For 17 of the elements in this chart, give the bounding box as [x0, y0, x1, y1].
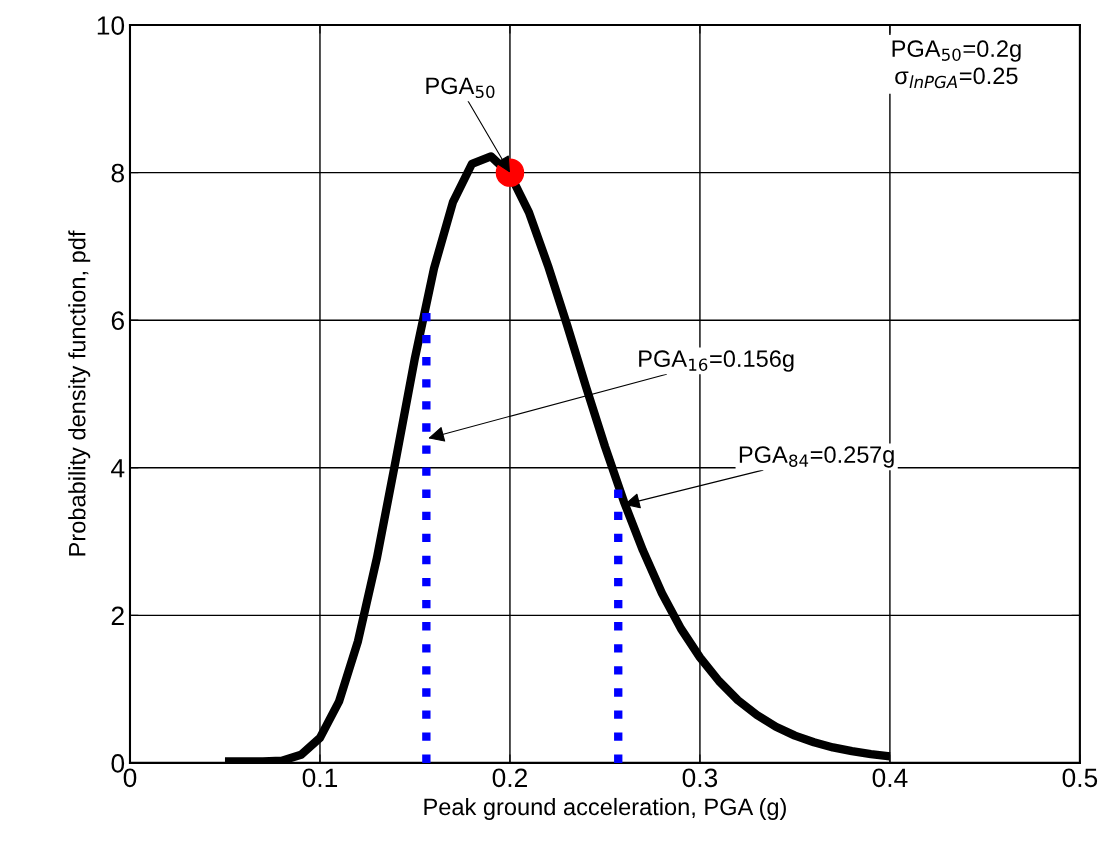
- y-tick-label: 10: [97, 16, 125, 35]
- y-tick-label: 2: [111, 606, 124, 625]
- y-tick-label: 4: [111, 459, 125, 478]
- x-tick-label: 0.1: [302, 768, 338, 788]
- x-tick-label: 0.2: [492, 768, 527, 788]
- annotation: PGA$_{84}$=0.257g: [739, 446, 894, 468]
- y-tick-label: 6: [111, 311, 124, 331]
- y-axis-title: Probability density function, pdf: [68, 230, 91, 556]
- y-tick-label: 8: [111, 163, 124, 183]
- x-tick-label: 0.4: [872, 768, 908, 788]
- y-tick-label: 0: [111, 754, 125, 773]
- x-axis-title: Peak ground acceleration, PGA (g): [424, 797, 786, 820]
- x-tick-label: 0.3: [682, 768, 718, 788]
- x-tick-label: 0.5: [1062, 768, 1098, 788]
- annotation: PGA$_{16}$=0.156g: [639, 350, 794, 372]
- annotation: PGA$_{50}$: [426, 77, 495, 99]
- text: PGA$_{50}$=0.2g σ$_{lnPGA}$=0.25: [892, 40, 1021, 89]
